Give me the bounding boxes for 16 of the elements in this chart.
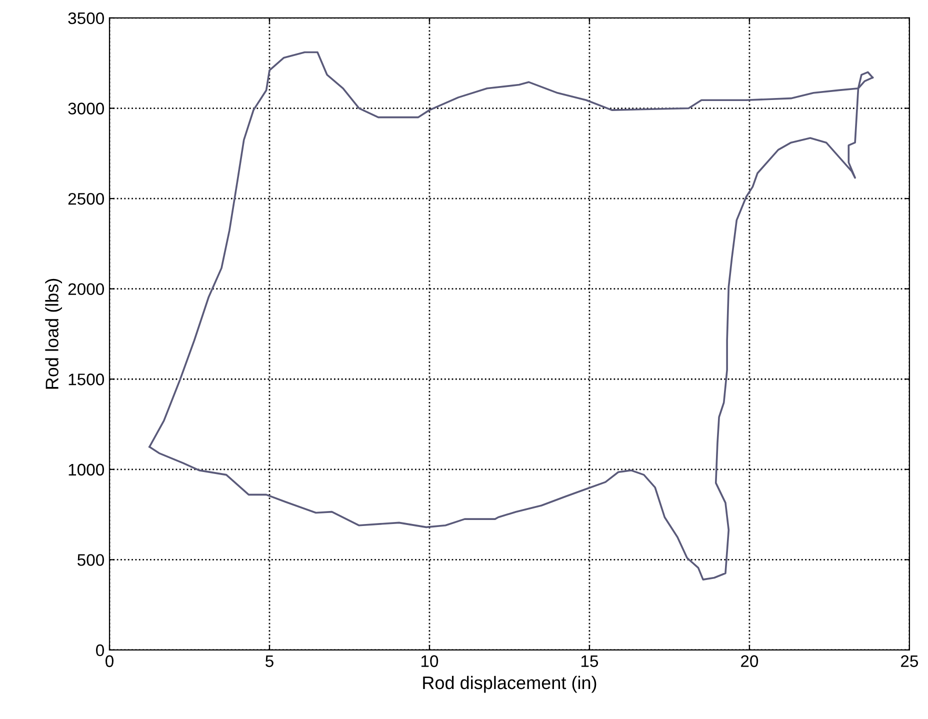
x-tick-label: 0 (106, 655, 114, 668)
y-tick-label: 0 (96, 644, 104, 656)
x-axis-title: Rod displacement (in) (423, 676, 596, 693)
y-tick-label: 500 (78, 554, 104, 566)
x-tick-label: 25 (901, 655, 918, 668)
y-tick-label: 1000 (68, 464, 104, 476)
x-tick-label: 20 (741, 655, 758, 668)
y-tick-label: 3000 (68, 102, 104, 114)
x-tick-label: 10 (421, 655, 438, 668)
y-axis-title: Rod load (lbs) (45, 278, 62, 389)
y-tick-label: 3500 (68, 12, 104, 24)
y-tick-label: 2500 (68, 192, 104, 205)
y-tick-label: 2000 (68, 283, 104, 296)
x-tick-label: 15 (581, 655, 598, 668)
x-tick-label: 5 (266, 655, 274, 668)
y-tick-label: 1500 (68, 374, 104, 386)
